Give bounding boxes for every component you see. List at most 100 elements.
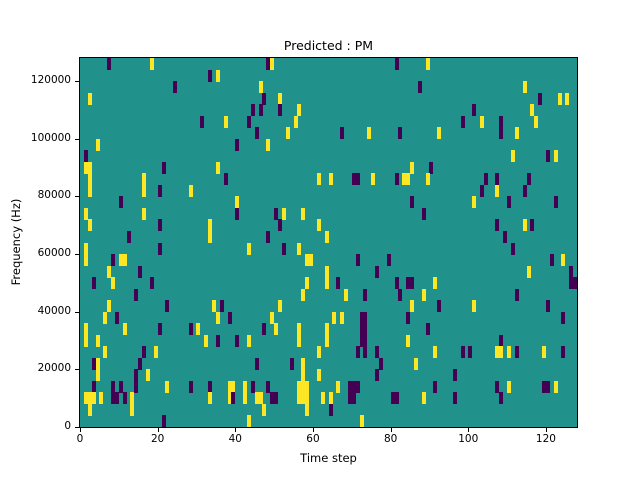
heatmap-cell <box>87 92 92 105</box>
heatmap-cell <box>390 392 395 405</box>
heatmap-cell <box>254 127 259 140</box>
heatmap-cell <box>495 219 500 232</box>
heatmap-cell <box>472 196 477 209</box>
heatmap-cell <box>235 334 240 347</box>
heatmap-cell <box>95 357 100 370</box>
heatmap-cell <box>452 369 457 382</box>
heatmap-cell <box>200 115 205 128</box>
heatmap-cell <box>293 115 298 128</box>
heatmap-cell <box>398 127 403 140</box>
heatmap-cell <box>83 254 88 267</box>
heatmap-cell <box>417 81 422 94</box>
x-axis-tick <box>312 428 314 432</box>
heatmap-cell <box>305 277 310 290</box>
heatmap-cell <box>246 334 251 347</box>
heatmap-cell <box>468 346 473 359</box>
heatmap-cell <box>561 311 566 324</box>
heatmap-cell <box>122 323 127 336</box>
heatmap-cell <box>305 380 310 393</box>
heatmap-cell <box>375 265 380 278</box>
heatmap-cell <box>421 207 426 220</box>
heatmap-cell <box>281 242 286 255</box>
heatmap-cell <box>262 323 267 336</box>
heatmap-cell <box>83 392 88 405</box>
heatmap-cell <box>266 380 271 393</box>
heatmap-cell <box>340 127 345 140</box>
heatmap-cell <box>433 277 438 290</box>
y-axis-tick-label: 120000 <box>30 74 71 87</box>
heatmap-cell <box>425 173 430 186</box>
heatmap-cell <box>297 380 302 393</box>
heatmap-cell <box>103 311 108 324</box>
heatmap-cell <box>340 311 345 324</box>
chart-title: Predicted : PM <box>283 38 374 53</box>
y-axis-tick <box>75 138 79 140</box>
heatmap-cell <box>332 311 337 324</box>
heatmap-cell <box>452 392 457 405</box>
heatmap-cell <box>347 380 352 393</box>
heatmap-cell <box>111 277 116 290</box>
heatmap-cell <box>553 150 558 163</box>
heatmap-cell <box>134 380 139 393</box>
heatmap-cell <box>91 357 96 370</box>
y-axis-tick <box>75 311 79 313</box>
heatmap-cell <box>499 334 504 347</box>
heatmap-cell <box>324 323 329 336</box>
heatmap-cell <box>118 254 123 267</box>
heatmap-cell <box>344 288 349 301</box>
heatmap-cell <box>499 127 504 140</box>
heatmap-cell <box>142 346 147 359</box>
heatmap-cell <box>542 346 547 359</box>
heatmap-cell <box>499 115 504 128</box>
heatmap-cell <box>309 254 314 267</box>
heatmap-cell <box>266 230 271 243</box>
heatmap-cell <box>367 127 372 140</box>
heatmap-cell <box>227 311 232 324</box>
y-axis-tick <box>75 81 79 83</box>
x-axis-tick-label: 20 <box>150 433 165 445</box>
heatmap-cell <box>223 173 228 186</box>
heatmap-cell <box>146 369 150 382</box>
heatmap-cell <box>99 392 104 405</box>
heatmap-cell <box>270 392 275 405</box>
heatmap-cell <box>359 334 364 347</box>
y-axis-tick-label: 20000 <box>37 362 71 375</box>
heatmap-cell <box>472 300 477 313</box>
x-axis-tick <box>80 428 81 432</box>
heatmap-cell <box>157 184 162 197</box>
heatmap-cell <box>235 196 240 209</box>
heatmap-cell <box>95 138 100 151</box>
heatmap-cell <box>514 127 519 140</box>
heatmap-cell <box>266 138 271 151</box>
heatmap-cell <box>262 403 267 416</box>
heatmap-cell <box>479 115 484 128</box>
heatmap-cell <box>246 242 251 255</box>
heatmap-cell <box>359 415 364 427</box>
heatmap-cell <box>363 288 368 301</box>
heatmap-cell <box>297 334 302 347</box>
heatmap-cell <box>553 196 558 209</box>
heatmap-cell <box>107 58 112 70</box>
heatmap-cell <box>107 265 112 278</box>
heatmap-cell <box>114 392 119 405</box>
heatmap-cell <box>499 346 504 359</box>
heatmap-cell <box>351 173 356 186</box>
heatmap-cell <box>142 184 147 197</box>
heatmap-cell <box>328 173 333 186</box>
heatmap-cell <box>231 392 236 405</box>
heatmap-cell <box>561 346 566 359</box>
heatmap-cell <box>495 380 500 393</box>
heatmap-cell <box>316 369 321 382</box>
heatmap-cell <box>305 403 310 416</box>
heatmap-cell <box>149 277 154 290</box>
heatmap-cell <box>173 81 178 94</box>
heatmap-cell <box>87 403 92 416</box>
heatmap-cell <box>157 323 162 336</box>
heatmap-cell <box>250 104 255 117</box>
heatmap-cell <box>363 311 368 324</box>
heatmap-cell <box>87 392 92 405</box>
heatmap-cell <box>557 92 562 105</box>
x-axis-tick-label: 100 <box>458 433 479 445</box>
heatmap-cell <box>297 104 302 117</box>
heatmap-cell <box>495 346 500 359</box>
